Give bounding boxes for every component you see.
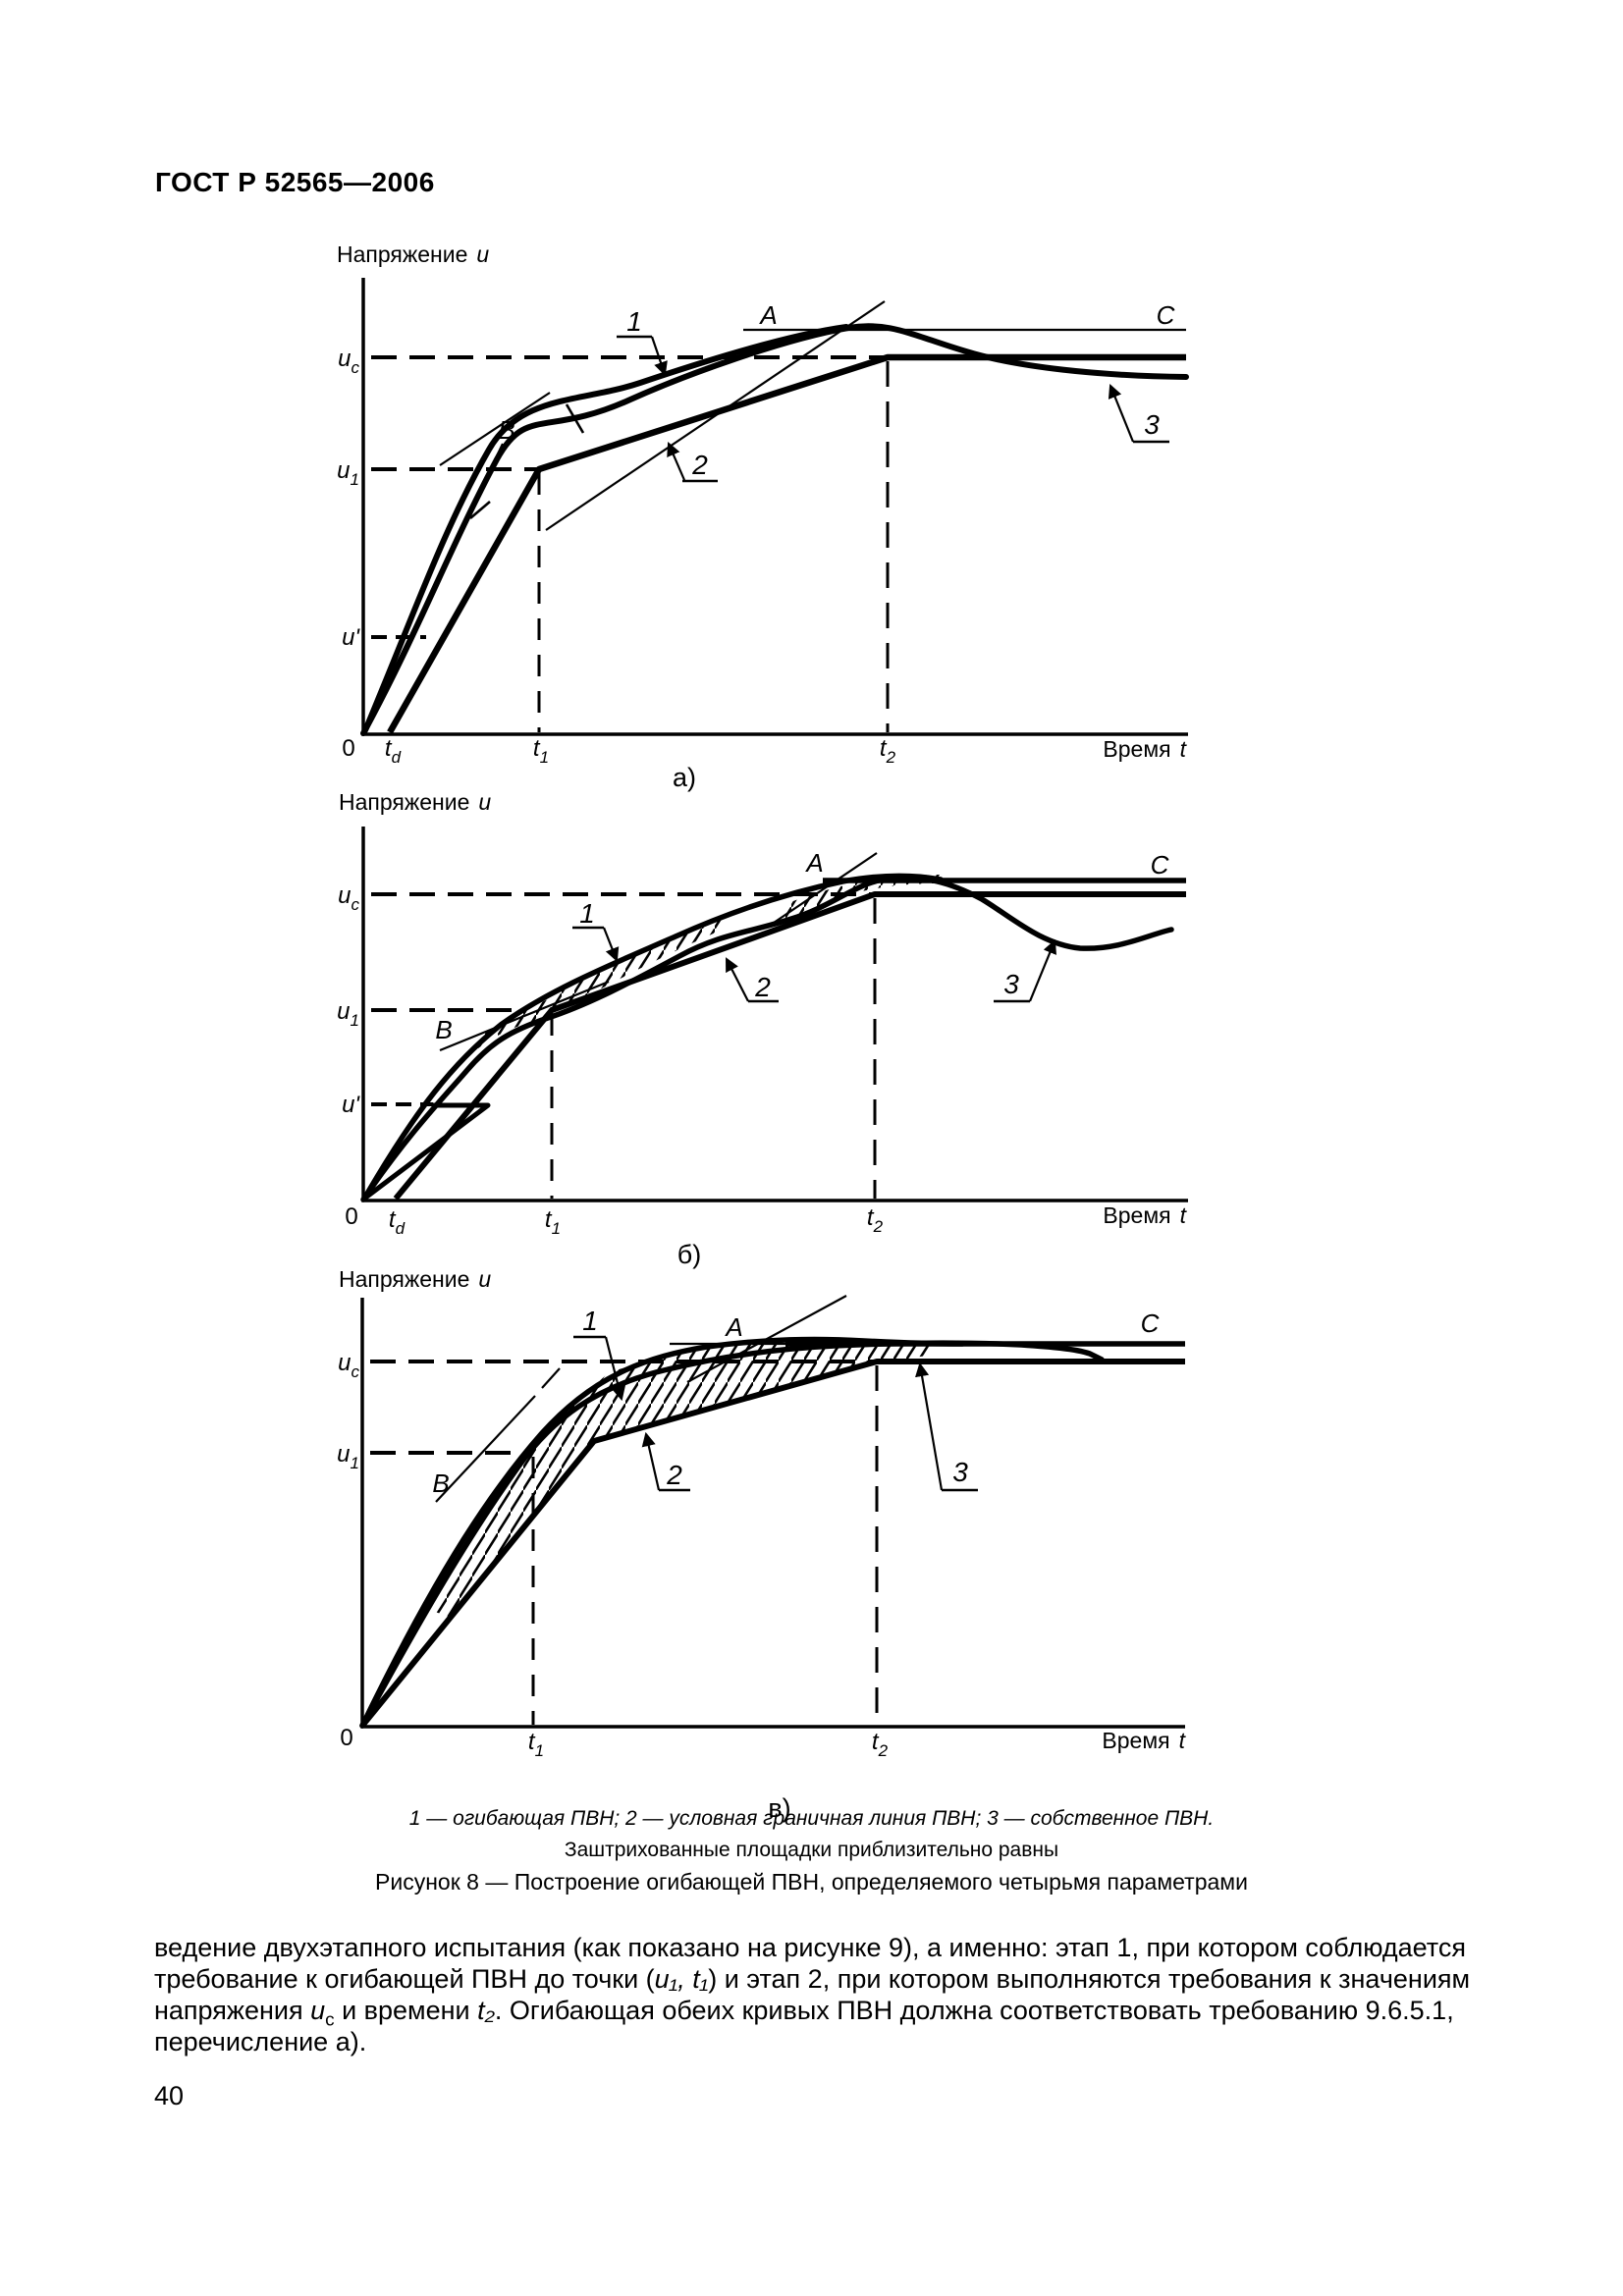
panel-a-tick-uprime: u'	[342, 624, 360, 651]
panel-c-tick-0: 0	[340, 1725, 352, 1751]
panel-a-point-B: B	[498, 415, 514, 445]
panel-a-tick-t2: t2	[880, 735, 896, 767]
panel-b-tag: б)	[677, 1240, 701, 1269]
panel-c-label1-leader	[604, 1336, 625, 1402]
panel-a-point-C: C	[1157, 300, 1175, 330]
panel-a-tangent-B	[439, 392, 551, 466]
figure-legend: 1 — огибающая ПВН; 2 — условная гранична…	[408, 1807, 1215, 1830]
panel-c-point-C: C	[1141, 1308, 1160, 1338]
panel-b-tick-uc: uс	[338, 882, 359, 914]
panel-b-point-B: B	[435, 1015, 452, 1044]
body-paragraph-line-4: перечисление а).	[154, 2027, 367, 2056]
panel-c-tick-uc: uс	[338, 1350, 359, 1381]
panel-b-tick-t2: t2	[867, 1204, 884, 1236]
panel-a-label1-leader	[650, 336, 668, 377]
panel-c-tangent-B	[435, 1395, 536, 1503]
panel-a-tick-td: td	[385, 735, 402, 767]
body-paragraph-line-3: напряжения uс и времени t₂. Огибающая об…	[154, 1996, 1454, 2031]
page-number: 40	[154, 2081, 185, 2110]
panel-a-curve3-label: 3	[1144, 409, 1160, 440]
panel-c-tick-t2: t2	[872, 1729, 889, 1760]
panel-b-curve1-label: 1	[579, 898, 595, 929]
panel-a-xlabel: Время t	[1103, 736, 1187, 762]
panel-b-xlabel: Время t	[1103, 1202, 1187, 1228]
panel-c-tag: в)	[768, 1793, 790, 1823]
panel-c-xlabel: Время t	[1102, 1728, 1186, 1753]
document-header: ГОСТ Р 52565—2006	[155, 167, 435, 197]
panel-a-point-A: A	[758, 300, 777, 330]
panel-b-label1-leader	[602, 927, 620, 962]
panel-a-curve-1-envelope	[362, 324, 849, 733]
panel-b-curve-2-boundary	[393, 891, 1186, 1201]
panel-a: Напряжение u Время t uс u1 u' 0 td t1 t2 1…	[337, 241, 1189, 792]
panel-c-label3-leader	[915, 1362, 944, 1491]
panel-b-curve-3-trv	[360, 875, 1174, 1202]
panel-c-curve1-label: 1	[582, 1306, 598, 1336]
panel-a-label2-leader	[667, 442, 686, 481]
panel-b-label2-leader	[726, 957, 749, 1002]
panel-c-curve2-label: 2	[666, 1460, 682, 1490]
panel-b-tick-0: 0	[345, 1203, 357, 1230]
panel-b-curve2-label: 2	[754, 972, 771, 1002]
panel-a-tick-u1: u1	[337, 457, 359, 489]
panel-a-tangent-A	[545, 300, 886, 531]
figure-caption: Рисунок 8 — Построение огибающей ПВН, оп…	[375, 1869, 1248, 1895]
panel-b-point-C: C	[1151, 850, 1169, 880]
panel-b-tangent-A	[773, 852, 878, 924]
panel-c-tangent-B-dash	[541, 1367, 561, 1389]
panel-b: Напряжение u Время t uс u1 u' 0 td t1 t2 1…	[337, 789, 1188, 1269]
panel-a-tag: а)	[673, 763, 696, 792]
panel-c-point-A: A	[724, 1312, 742, 1342]
panel-b-point-A: A	[804, 848, 823, 878]
panel-c-ylabel: Напряжение u	[339, 1266, 491, 1292]
panel-a-equal-tick-2	[469, 501, 491, 519]
panel-c-curve-2-boundary	[359, 1359, 1185, 1728]
panel-c-label2-leader	[641, 1431, 661, 1491]
panel-b-tick-u1: u1	[337, 998, 359, 1030]
panel-a-tick-0: 0	[342, 735, 354, 762]
panel-b-ylabel: Напряжение u	[339, 789, 491, 815]
panel-b-tick-td: td	[389, 1206, 406, 1238]
panel-b-hatch-area-2	[550, 914, 727, 1016]
body-paragraph-line-2: требование к огибающей ПВН до точки (u₁,…	[154, 1964, 1471, 1994]
panel-c-tangent-A	[686, 1295, 847, 1383]
panel-a-tick-uc: uс	[338, 346, 359, 377]
panel-c-hatch-area	[424, 1340, 933, 1618]
panel-b-tick-uprime: u'	[342, 1092, 360, 1118]
panel-a-curve-3-trv	[360, 323, 1189, 736]
panel-c-curve3-label: 3	[952, 1457, 968, 1487]
panel-a-ylabel: Напряжение u	[337, 241, 489, 267]
panel-b-tangent-B	[439, 980, 610, 1052]
panel-c-tick-u1: u1	[337, 1441, 359, 1472]
panel-a-tangent-0B	[362, 443, 504, 734]
panel-c-point-B: B	[432, 1468, 449, 1498]
panel-a-tick-t1: t1	[533, 735, 549, 767]
panel-c: Напряжение u Время t uс u1 0 t1 t2 1 2 3 A…	[337, 1266, 1186, 1823]
panel-c-tick-t1: t1	[528, 1729, 544, 1760]
panel-b-label3-leader	[1028, 939, 1057, 1002]
panel-a-curve2-label: 2	[691, 450, 708, 480]
figure-note: Заштрихованные площадки приблизительно р…	[564, 1839, 1059, 1861]
panel-a-curve-2-boundary	[387, 353, 1186, 734]
panel-a-equal-tick-1	[565, 403, 585, 434]
panel-b-curve3-label: 3	[1003, 969, 1019, 999]
panel-a-curve1-label: 1	[626, 306, 642, 337]
panel-b-tick-t1: t1	[545, 1206, 561, 1238]
panel-b-itrv-zigzag	[362, 1102, 491, 1201]
body-paragraph-line-1: ведение двухэтапного испытания (как пока…	[154, 1933, 1466, 1962]
panel-a-label3-leader	[1108, 384, 1135, 443]
